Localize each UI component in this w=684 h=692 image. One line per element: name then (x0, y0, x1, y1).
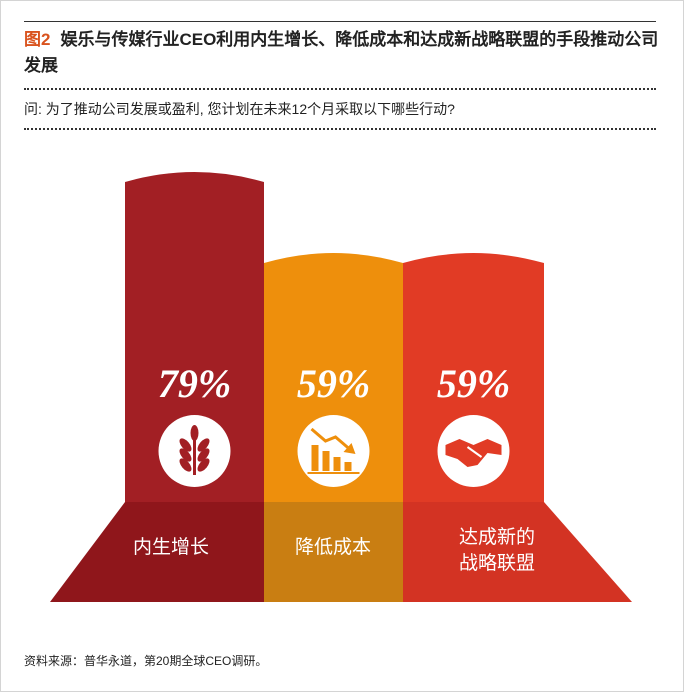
declining-chart-icon (297, 415, 370, 487)
category-label-3-line-2: 战略联盟 (459, 552, 535, 574)
wheat-icon (158, 415, 231, 487)
category-label-1: 内生增长 (133, 536, 209, 558)
category-label-3-line-1: 达成新的 (459, 526, 535, 548)
value-label-3: 59% (437, 361, 510, 406)
bar-3 (403, 253, 544, 502)
dotted-rule-bottom (24, 128, 656, 130)
value-label-2: 59% (297, 361, 370, 406)
handshake-icon (437, 415, 510, 487)
dotted-rule-top (24, 88, 656, 90)
figure-title-text: 娱乐与传媒行业CEO利用内生增长、降低成本和达成新战略联盟的手段推动公司发展 (24, 30, 659, 75)
figure-title: 图2 娱乐与传媒行业CEO利用内生增长、降低成本和达成新战略联盟的手段推动公司发展 (24, 27, 664, 79)
bar-base-1 (50, 502, 264, 602)
source-note: 资料来源：普华永道，第20期全球CEO调研。 (24, 654, 268, 668)
category-label-2: 降低成本 (295, 536, 371, 558)
survey-question: 问: 为了推动公司发展或盈利, 您计划在未来12个月采取以下哪些行动? (24, 101, 455, 117)
bar-base-2 (264, 502, 403, 602)
figure-label: 图2 (24, 30, 51, 49)
bar-1 (125, 172, 264, 503)
bar-base-3 (403, 502, 632, 602)
bar-2 (264, 253, 403, 502)
top-rule (24, 21, 656, 22)
value-label-1: 79% (158, 361, 231, 406)
